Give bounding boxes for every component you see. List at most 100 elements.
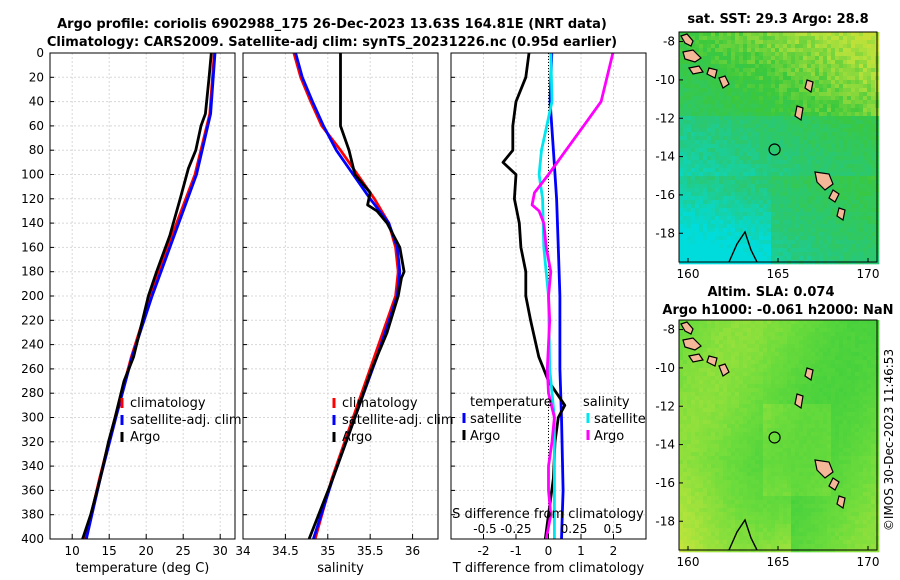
map-cell [691, 484, 696, 489]
map-cell [715, 516, 720, 521]
map-cell [679, 436, 684, 441]
map-cell [703, 40, 708, 45]
map-cell [731, 524, 736, 529]
map-cell [863, 176, 868, 181]
map-cell [723, 332, 728, 337]
map-cell [839, 60, 844, 65]
map-cell [731, 332, 736, 337]
map-cell [787, 56, 792, 61]
map-cell [819, 132, 824, 137]
map-cell [779, 212, 784, 217]
map-cell [787, 324, 792, 329]
map-cell [731, 112, 736, 117]
map-cell [799, 48, 804, 53]
map-cell [715, 496, 720, 501]
map-cell [715, 348, 720, 353]
map-cell [795, 92, 800, 97]
map-cell [863, 192, 868, 197]
map-cell [699, 100, 704, 105]
map-cell [727, 44, 732, 49]
map-cell [763, 484, 768, 489]
map-cell [843, 100, 848, 105]
map-cell [735, 400, 740, 405]
map-cell [763, 176, 768, 181]
map-cell [779, 336, 784, 341]
map-cell [755, 72, 760, 77]
map-cell [699, 528, 704, 533]
map-cell [739, 380, 744, 385]
map-cell [823, 140, 828, 145]
map-cell [843, 232, 848, 237]
map-cell [691, 464, 696, 469]
map-cell [807, 208, 812, 213]
map-cell [863, 184, 868, 189]
map-cell [795, 424, 800, 429]
map-cell [687, 468, 692, 473]
map-cell [703, 476, 708, 481]
map-cell [759, 136, 764, 141]
map-cell [867, 148, 872, 153]
map-cell [739, 180, 744, 185]
map-cell [739, 492, 744, 497]
map-cell [831, 176, 836, 181]
map-cell [767, 320, 772, 325]
map-cell [707, 536, 712, 541]
map-cell [755, 244, 760, 249]
map-cell [723, 204, 728, 209]
map-cell [767, 240, 772, 245]
map-cell [775, 72, 780, 77]
map-cell [763, 424, 768, 429]
map-cell [739, 452, 744, 457]
map-cell [695, 536, 700, 541]
map-cell [795, 84, 800, 89]
map-cell [775, 52, 780, 57]
map-cell [683, 200, 688, 205]
map-cell [707, 384, 712, 389]
map-cell [723, 536, 728, 541]
map-cell [855, 244, 860, 249]
map-cell [771, 48, 776, 53]
map-cell [863, 80, 868, 85]
map-cell [735, 372, 740, 377]
x-tick-label: 35.5 [357, 544, 384, 558]
sdiff-tick-label: 0.25 [561, 522, 588, 536]
map-cell [787, 96, 792, 101]
map-cell [723, 424, 728, 429]
map-cell [791, 508, 796, 513]
map-cell [751, 160, 756, 165]
map-cell [767, 484, 772, 489]
map-cell [791, 132, 796, 137]
map-cell [867, 116, 872, 121]
map-cell [751, 256, 756, 261]
map-cell [771, 136, 776, 141]
map-cell [763, 508, 768, 513]
map-cell [703, 508, 708, 513]
map-cell [751, 360, 756, 365]
map-cell [719, 228, 724, 233]
map-cell [819, 188, 824, 193]
map-cell [787, 52, 792, 57]
map-cell [779, 136, 784, 141]
map-cell [755, 508, 760, 513]
map-cell [819, 156, 824, 161]
map-cell [751, 196, 756, 201]
map-cell [815, 156, 820, 161]
map-cell [703, 440, 708, 445]
map-cell [695, 72, 700, 77]
map-cell [815, 112, 820, 117]
map-cell [703, 156, 708, 161]
map-cell [687, 220, 692, 225]
map-cell [863, 148, 868, 153]
map-cell [747, 416, 752, 421]
map-cell [859, 120, 864, 125]
map-cell [819, 120, 824, 125]
map-cell [763, 72, 768, 77]
map-cell [719, 472, 724, 477]
map-cell [735, 504, 740, 509]
map-cell [699, 128, 704, 133]
map-cell [787, 320, 792, 325]
map-cell [695, 472, 700, 477]
map-cell [695, 88, 700, 93]
map-cell [727, 228, 732, 233]
map-cell [747, 84, 752, 89]
